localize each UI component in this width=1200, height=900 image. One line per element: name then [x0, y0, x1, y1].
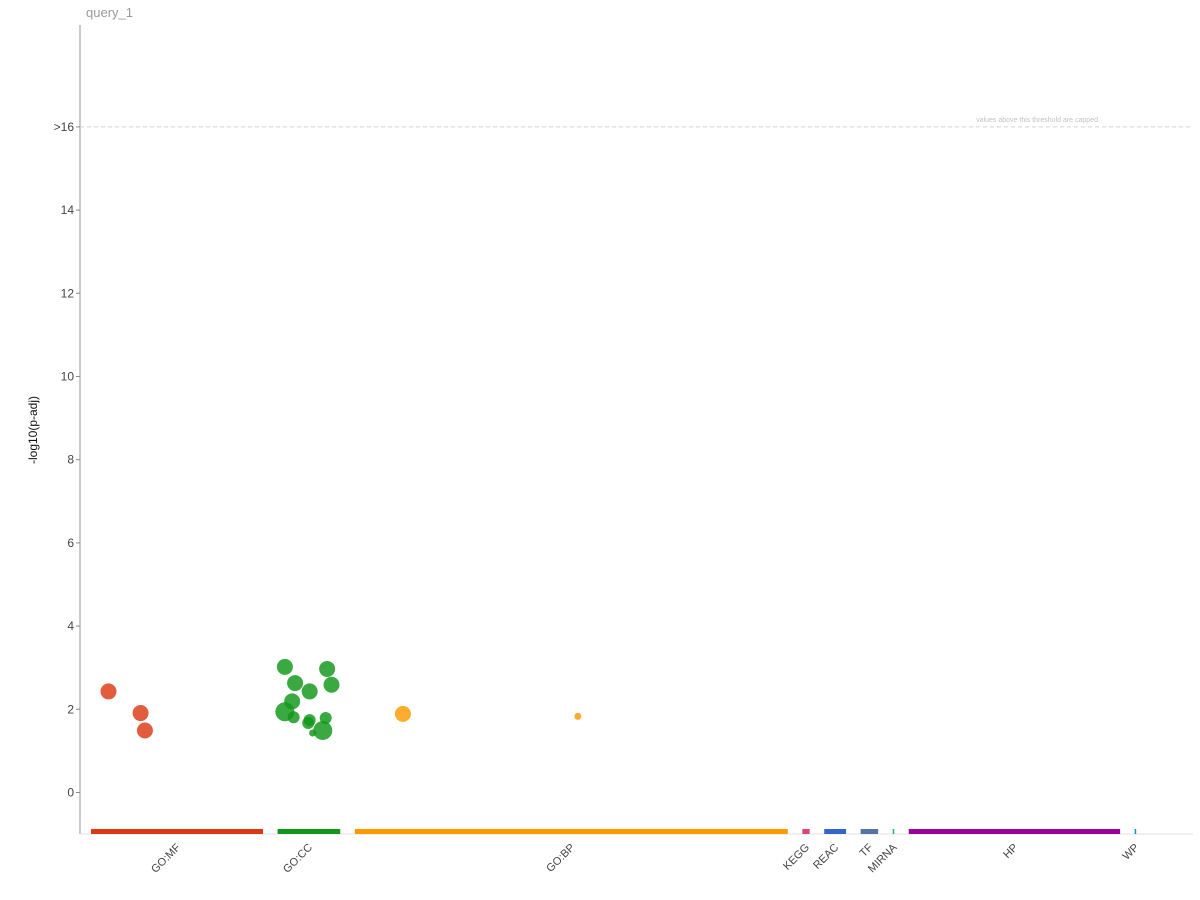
points: [100, 658, 582, 741]
data-point: [100, 683, 117, 700]
source-bar-hp: [908, 829, 1121, 834]
source-label: HP: [1001, 842, 1020, 861]
y-tick-label: 14: [61, 203, 75, 217]
y-tick-label: 0: [67, 786, 74, 800]
data-point: [136, 722, 153, 739]
source-bar-mirna: [892, 829, 895, 834]
data-point: [287, 711, 300, 724]
data-point: [394, 705, 411, 722]
source-label: KEGG: [781, 842, 812, 873]
source-bar-reac: [824, 829, 847, 834]
threshold-layer: values above this threshold are capped: [80, 117, 1193, 128]
source-bar-go-bp: [354, 829, 788, 834]
data-point: [313, 721, 333, 741]
y-tick-label: 2: [67, 702, 74, 716]
source-bar-go-cc: [277, 829, 341, 834]
source-bars: [91, 829, 1137, 834]
data-point: [574, 712, 582, 720]
source-label: TF: [858, 841, 876, 859]
y-tick-label: 6: [67, 536, 74, 550]
source-label: GO:CC: [281, 842, 315, 876]
data-point: [132, 705, 149, 722]
source-label: WP: [1121, 842, 1142, 863]
data-point: [301, 683, 318, 700]
source-label: REAC: [811, 842, 841, 872]
query-label: query_1: [86, 5, 133, 20]
data-point: [287, 675, 304, 692]
source-label: GO:BP: [544, 842, 577, 875]
y-axis-title: -log10(p-adj): [26, 396, 40, 464]
y-tick-label: >16: [54, 120, 75, 134]
threshold-note: values above this threshold are capped: [976, 117, 1098, 124]
data-point: [276, 658, 293, 675]
source-label: GO:MF: [149, 841, 183, 875]
data-point: [302, 717, 315, 730]
axes: 0 2 4 6 8 10 12 14 >16: [54, 25, 1193, 835]
y-tick-label: 8: [67, 453, 74, 467]
y-tick-label: 4: [67, 619, 74, 633]
y-tick-label: 12: [61, 286, 75, 300]
source-bar-go-mf: [91, 829, 264, 834]
source-bar-wp: [1134, 829, 1137, 834]
data-point: [323, 676, 340, 693]
source-bar-kegg: [802, 829, 810, 834]
y-tick-label: 10: [61, 370, 75, 384]
data-point: [319, 660, 336, 677]
source-bar-tf: [860, 829, 879, 834]
